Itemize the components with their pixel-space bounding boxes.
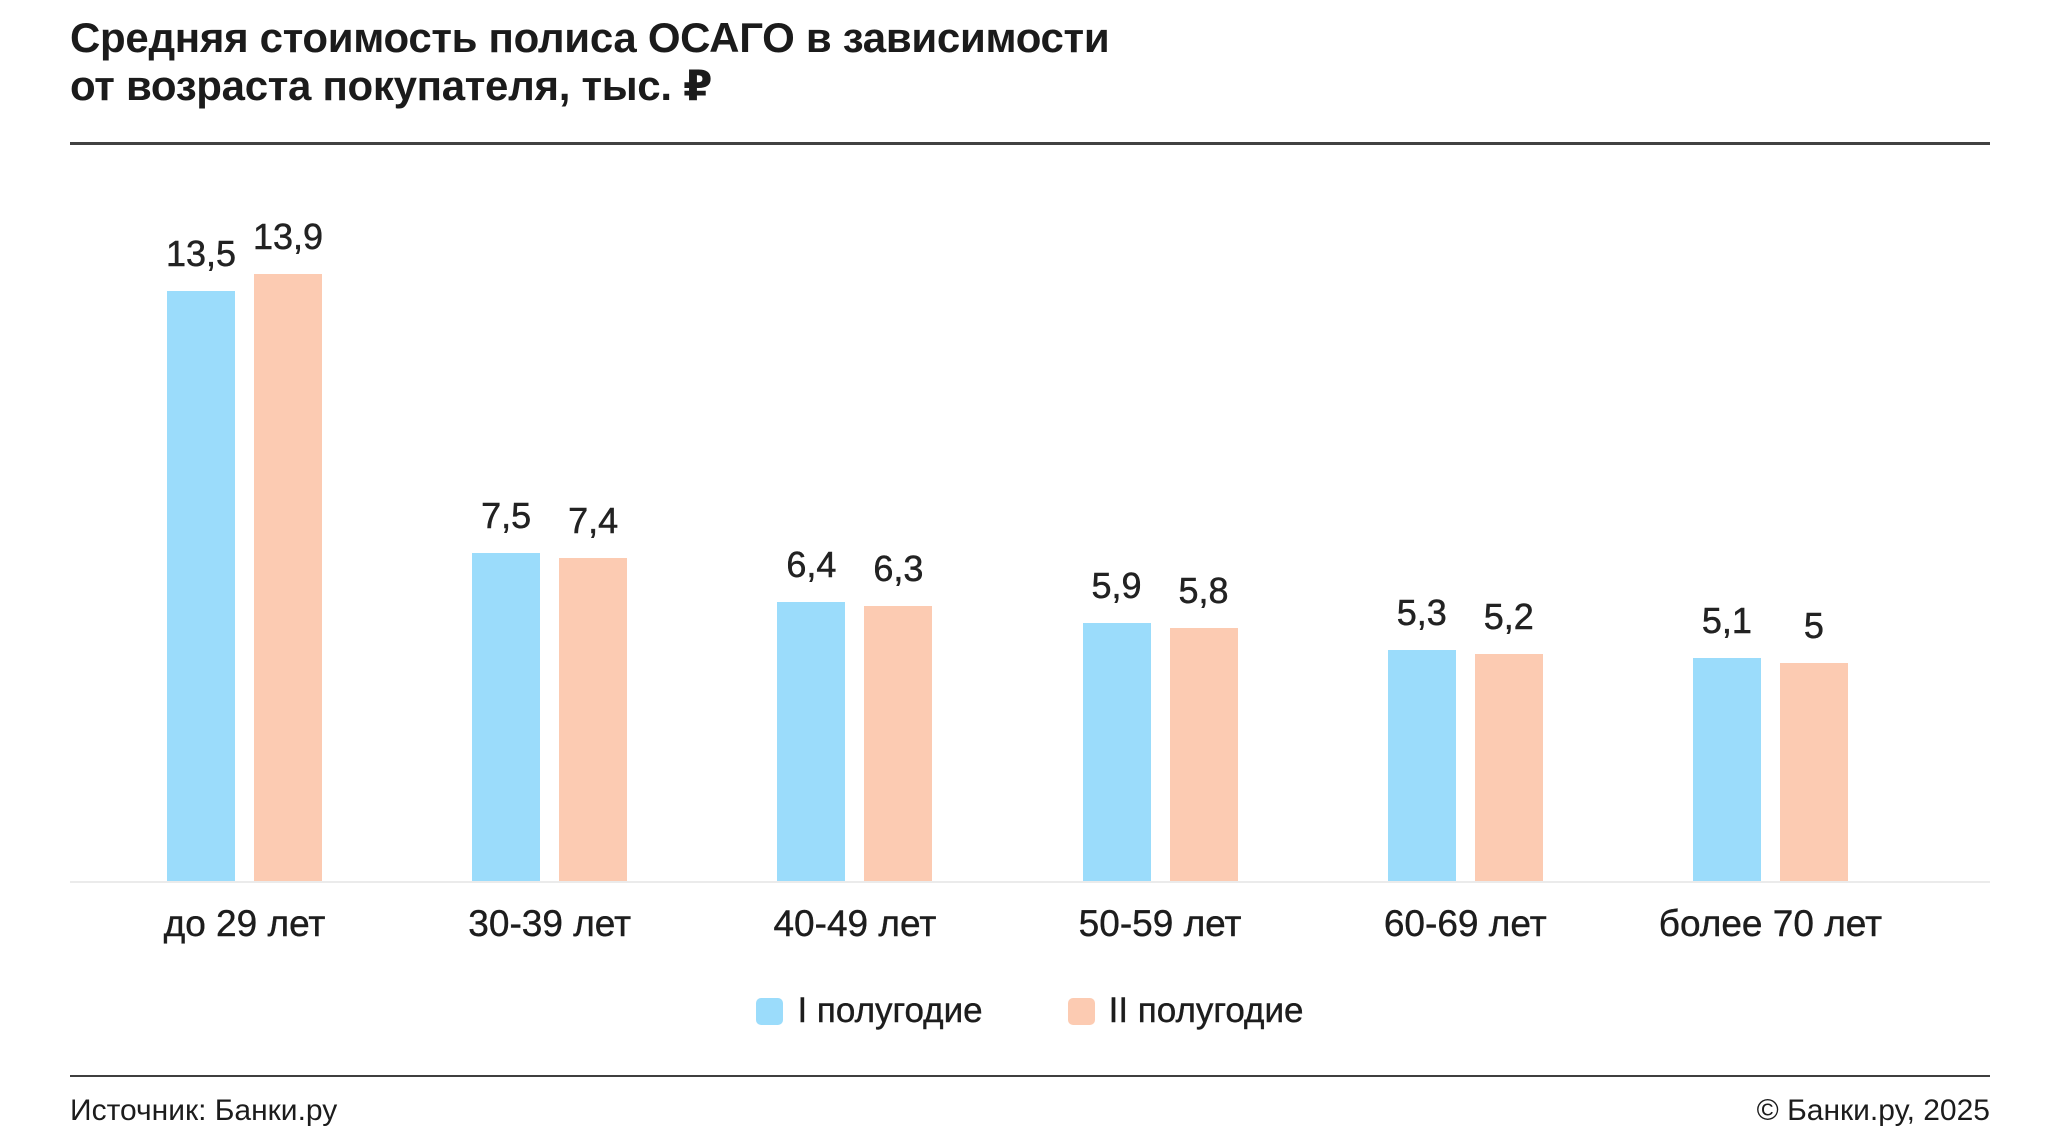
bar-rect-second-half-year	[559, 558, 628, 881]
legend-item: I полугодие	[756, 991, 983, 1031]
bar-rect-first-half-year	[1692, 658, 1761, 881]
bar-rect-second-half-year	[1779, 663, 1848, 881]
category-label: 60-69 лет	[1383, 903, 1547, 944]
chart-title-line2: от возраста покупателя, тыс. ₽	[70, 62, 713, 109]
footer-source: Источник: Банки.ру	[70, 1094, 338, 1127]
bar: 5,1	[1692, 600, 1761, 881]
bar: 5,9	[1082, 565, 1151, 881]
bar-value-label: 5,9	[1091, 565, 1142, 607]
bar-group: 7,5 7,4	[472, 495, 628, 881]
category-label: 40-49 лет	[773, 903, 937, 944]
legend-item: II полугодие	[1067, 991, 1304, 1031]
bar-group: 13,5 13,9	[165, 216, 324, 881]
bar-rect-first-half-year	[472, 553, 541, 881]
bar-value-label: 5,1	[1701, 600, 1753, 642]
bar: 5,2	[1474, 596, 1543, 881]
bar-value-label: 6,4	[786, 544, 837, 586]
footer: Источник: Банки.ру © Банки.ру, 2025	[70, 1077, 1990, 1128]
footer-copyright: © Банки.ру, 2025	[1756, 1094, 1990, 1127]
bar: 13,9	[252, 216, 324, 881]
bar-rect-first-half-year	[167, 291, 235, 881]
bar-value-label: 13,9	[252, 216, 324, 258]
legend-swatch-second-half-year	[1067, 997, 1095, 1025]
bar: 7,4	[559, 500, 628, 881]
plot-area: 13,5 13,9 7,5 7,4 6,4 6,3 5,9 5,8 5,3 5,2 5,1 5	[70, 145, 1990, 883]
bar-rect-second-half-year	[864, 606, 933, 881]
bar-rect-second-half-year	[1169, 628, 1238, 881]
bar: 6,4	[777, 544, 846, 881]
legend-label: I полугодие	[797, 991, 983, 1030]
category-row: до 29 лет 30-39 лет 40-49 лет 50-59 лет 60-6…	[70, 903, 1990, 945]
bar-value-label: 5	[1803, 605, 1825, 647]
bar-group: 5,3 5,2	[1387, 592, 1543, 881]
bar-value-label: 7,5	[481, 495, 532, 537]
bar-rect-first-half-year	[1082, 623, 1151, 881]
category-label: более 70 лет	[1658, 903, 1883, 944]
category-label: 30-39 лет	[468, 903, 632, 944]
bar: 13,5	[165, 233, 237, 881]
chart-title-line1: Средняя стоимость полиса ОСАГО в зависим…	[70, 14, 1110, 61]
chart-title: Средняя стоимость полиса ОСАГО в зависим…	[70, 14, 1990, 110]
category-label: до 29 лет	[163, 903, 326, 944]
legend: I полугодие II полугодие	[70, 991, 1990, 1031]
title-divider	[70, 142, 1990, 145]
bar-value-label: 6,3	[873, 548, 924, 590]
bar-value-label: 5,8	[1178, 570, 1229, 612]
bar-rect-second-half-year	[1474, 654, 1543, 881]
category-label: 50-59 лет	[1078, 903, 1242, 944]
bar: 5,8	[1169, 570, 1238, 881]
bar-value-label: 5,3	[1396, 592, 1447, 634]
bar-value-label: 5,2	[1483, 596, 1534, 638]
bar-rect-second-half-year	[254, 274, 322, 881]
legend-swatch-first-half-year	[756, 997, 784, 1025]
bar-value-label: 7,4	[568, 500, 619, 542]
bar-value-label: 13,5	[165, 233, 237, 275]
bar-group: 6,4 6,3	[777, 544, 933, 881]
bar-group: 5,9 5,8	[1082, 565, 1238, 881]
footer-divider	[70, 1075, 1990, 1077]
bar: 5,3	[1387, 592, 1456, 881]
bar: 7,5	[472, 495, 541, 881]
bar-group: 5,1 5	[1692, 600, 1848, 881]
bar: 6,3	[864, 548, 933, 881]
bar: 5	[1779, 605, 1848, 881]
bar-rect-first-half-year	[1387, 650, 1456, 881]
legend-label: II полугодие	[1108, 991, 1304, 1030]
bar-rect-first-half-year	[777, 602, 846, 881]
